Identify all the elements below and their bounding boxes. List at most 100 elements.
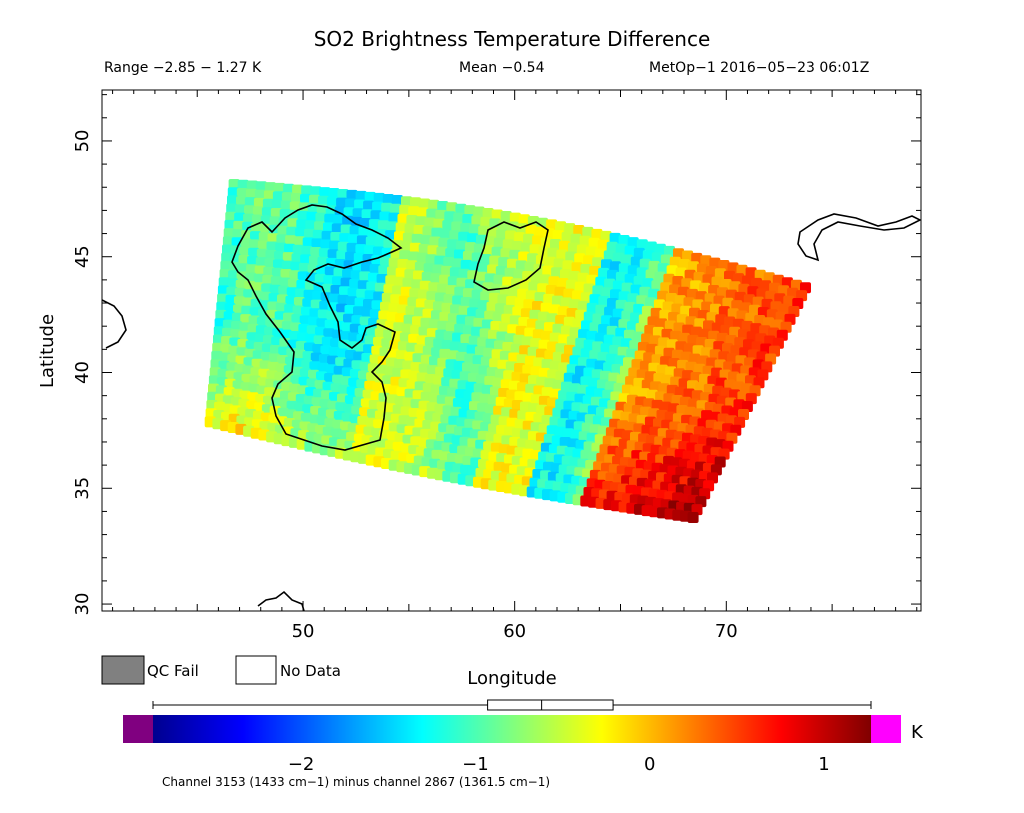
heatmap-cell (591, 228, 603, 240)
y-tick-label: 30 (72, 593, 93, 616)
heatmap-cell (537, 217, 548, 229)
range-label: Range −2.85 − 1.27 K (104, 60, 262, 76)
heatmap-cell (361, 262, 372, 274)
heatmap-cell (305, 220, 317, 232)
heatmap-cell (371, 300, 383, 312)
heatmap-cell (410, 197, 421, 209)
heatmap-cell (308, 255, 320, 267)
heatmap-cell (618, 235, 630, 246)
heatmap-cell (512, 306, 524, 318)
heatmap-cell (542, 265, 554, 277)
heatmap-cell (471, 326, 483, 338)
heatmap-cell (286, 226, 298, 238)
heatmap-cell (650, 307, 662, 319)
heatmap-cell (302, 237, 314, 249)
heatmap-cell (345, 198, 357, 210)
heatmap-cell (687, 512, 699, 523)
y-axis-label: Latitude (37, 314, 58, 388)
heatmap-cell (560, 297, 572, 309)
heatmap-cell (440, 229, 452, 240)
heatmap-cell (493, 237, 505, 249)
heatmap-cell (636, 267, 648, 279)
heatmap-cell (452, 332, 464, 344)
heatmap-cell (437, 283, 449, 295)
heatmap-cell (417, 289, 429, 301)
heatmap-cell (408, 206, 420, 218)
heatmap-cell (316, 318, 328, 330)
heatmap-cell (390, 294, 402, 306)
heatmap-cell (697, 355, 709, 367)
heatmap-cell (353, 306, 364, 318)
heatmap-cell (555, 221, 567, 233)
heatmap-cell (266, 241, 278, 253)
heatmap-cell (458, 343, 470, 354)
heatmap-cell (265, 249, 277, 261)
heatmap-cell (509, 212, 521, 224)
heatmap-cell (401, 241, 413, 253)
heatmap-cell (633, 303, 645, 315)
heatmap-cell (615, 299, 627, 311)
heatmap-cell (321, 336, 333, 348)
heatmap-cell (343, 207, 355, 219)
heatmap-cell (529, 309, 541, 321)
heatmap-cell (441, 302, 453, 314)
heatmap-cell (633, 247, 645, 259)
heatmap-cell (672, 349, 683, 361)
heatmap-cell (549, 332, 561, 344)
heatmap-cell (390, 203, 402, 215)
heatmap-cell (255, 181, 267, 193)
heatmap-cell (659, 309, 671, 321)
heatmap-cell (336, 250, 348, 262)
heatmap-cell (377, 220, 389, 232)
heatmap-cell (592, 313, 604, 325)
heatmap-cell (443, 331, 455, 343)
heatmap-cell (633, 377, 645, 389)
heatmap-cell (317, 309, 329, 321)
heatmap-cell (278, 285, 290, 297)
heatmap-cell (426, 291, 438, 303)
heatmap-cell (359, 316, 371, 328)
heatmap-cell (286, 287, 298, 299)
heatmap-cell (692, 345, 704, 357)
heatmap-cell (364, 245, 376, 257)
heatmap-cell (697, 310, 709, 321)
heatmap-cell (497, 359, 509, 371)
heatmap-cell (651, 280, 663, 292)
heatmap-cell (363, 299, 374, 310)
heatmap-cell (264, 182, 276, 194)
heatmap-cell (311, 238, 323, 250)
heatmap-cell (388, 257, 400, 269)
heatmap-cell (666, 339, 678, 351)
heatmap-cell (401, 196, 412, 208)
heatmap-cell (362, 254, 374, 265)
heatmap-cell (690, 280, 702, 292)
heatmap-cell (720, 279, 732, 290)
heatmap-cell (687, 380, 698, 392)
heatmap-cell (361, 307, 373, 319)
heatmap-cell (437, 201, 449, 212)
heatmap-cell (492, 312, 504, 324)
heatmap-cell (504, 267, 516, 279)
heatmap-cell (578, 301, 589, 312)
heatmap-cell (683, 297, 695, 309)
heatmap-cell (331, 223, 343, 235)
heatmap-cell (648, 260, 660, 272)
heatmap-cell (729, 281, 741, 293)
heatmap-cell (612, 280, 624, 292)
heatmap-cell (351, 315, 363, 327)
heatmap-cell (669, 256, 681, 268)
heatmap-cell (663, 273, 675, 285)
heatmap-cell (424, 336, 436, 348)
heatmap-cell (350, 270, 362, 282)
heatmap-cell (237, 179, 249, 191)
heatmap-cell (279, 277, 291, 289)
heatmap-cell (449, 230, 461, 242)
heatmap-cell (262, 198, 274, 210)
heatmap-cell (527, 253, 539, 265)
heatmap-cell (606, 325, 618, 337)
heatmap-cell (449, 341, 461, 353)
heatmap-cell (711, 276, 723, 288)
heatmap-cell (604, 306, 616, 318)
heatmap-cell (639, 258, 651, 270)
heatmap-cell (319, 300, 331, 312)
